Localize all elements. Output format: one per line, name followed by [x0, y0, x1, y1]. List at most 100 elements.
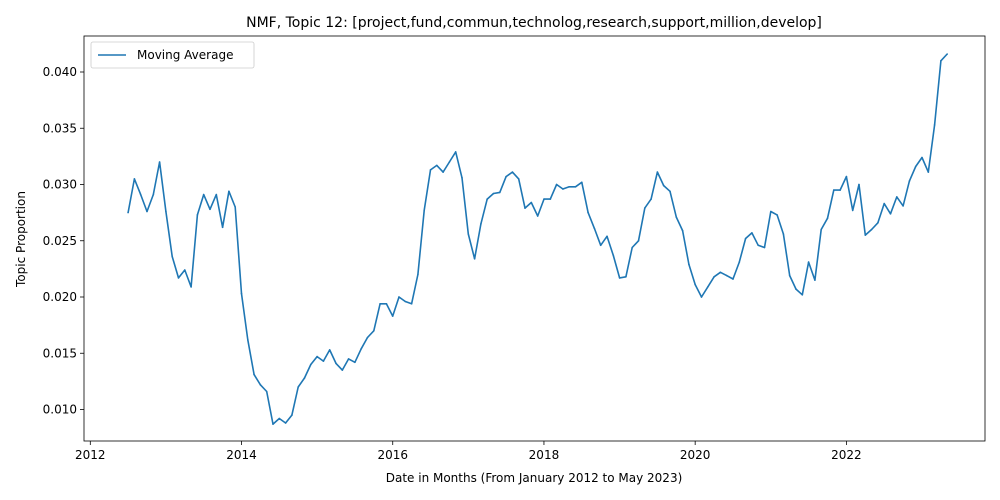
- series-point: [297, 386, 300, 388]
- y-tick-label: 0.015: [43, 346, 77, 360]
- series-point: [744, 237, 747, 240]
- x-tick-label: 2014: [226, 448, 257, 462]
- series-point: [247, 339, 249, 341]
- series-point: [902, 205, 904, 207]
- series-point: [896, 196, 898, 198]
- series-point: [536, 215, 539, 217]
- series-point: [410, 303, 413, 305]
- series-point: [373, 330, 375, 332]
- series-point: [448, 161, 451, 163]
- x-tick-label: 2018: [529, 448, 560, 462]
- series-point: [524, 207, 526, 209]
- series-point: [606, 235, 608, 238]
- series-point: [795, 288, 797, 290]
- y-tick-label: 0.010: [43, 403, 77, 417]
- series-point: [177, 277, 180, 279]
- series-point: [215, 193, 218, 196]
- series-point: [858, 183, 860, 186]
- series-point: [562, 188, 564, 190]
- series-point: [675, 216, 678, 218]
- series-point: [127, 211, 129, 214]
- series-point: [669, 190, 671, 193]
- y-tick-label: 0.020: [43, 290, 77, 304]
- series-point: [662, 184, 665, 187]
- series-point: [801, 294, 804, 296]
- series-point: [738, 261, 741, 263]
- series-point: [700, 296, 703, 298]
- series-point: [870, 228, 873, 231]
- series-point: [366, 336, 369, 339]
- series-point: [184, 269, 186, 271]
- series-point: [599, 244, 602, 247]
- series-point: [946, 53, 948, 55]
- series-point: [543, 198, 545, 200]
- series-point: [581, 181, 583, 184]
- series-point: [763, 246, 766, 249]
- series-point: [196, 214, 199, 216]
- x-tick-label: 2020: [680, 448, 711, 462]
- series-point: [757, 244, 759, 247]
- series-point: [770, 210, 772, 213]
- series-point: [650, 198, 652, 200]
- series-point: [379, 303, 381, 305]
- series-point: [347, 358, 350, 360]
- series-point: [152, 193, 155, 196]
- series-point: [782, 233, 785, 235]
- series-point: [240, 292, 243, 295]
- series-point: [788, 274, 791, 277]
- series-point: [429, 169, 432, 171]
- series-point: [883, 202, 885, 205]
- series-point: [751, 232, 753, 234]
- series-point: [776, 214, 778, 216]
- x-axis-label: Date in Months (From January 2012 to May…: [386, 471, 683, 485]
- series-point: [354, 361, 356, 364]
- series-point: [360, 348, 363, 350]
- series-point: [593, 227, 596, 230]
- series-point: [517, 178, 520, 180]
- series-point: [637, 240, 640, 242]
- series-point: [278, 417, 281, 420]
- series-point: [221, 226, 224, 229]
- series-point: [631, 246, 633, 249]
- series-point: [511, 171, 514, 173]
- series-point: [845, 175, 848, 178]
- x-axis: 2012 2014 2016 2018 2020 2022: [75, 441, 862, 462]
- series-point: [681, 229, 684, 232]
- series-point: [272, 423, 274, 425]
- series-point: [530, 201, 533, 204]
- axes-background: [84, 36, 985, 441]
- series-point: [618, 277, 621, 279]
- series-point: [158, 161, 161, 163]
- series-point: [486, 198, 489, 200]
- chart-title: NMF, Topic 12: [project,fund,commun,tech…: [246, 15, 822, 31]
- series-point: [165, 210, 167, 213]
- y-axis-label: Topic Proportion: [14, 191, 28, 288]
- series-point: [253, 373, 255, 376]
- series-point: [284, 422, 287, 424]
- y-tick-label: 0.040: [43, 65, 77, 79]
- series-point: [480, 223, 482, 225]
- series-point: [833, 189, 835, 191]
- series-point: [322, 360, 325, 362]
- series-point: [694, 283, 696, 286]
- series-point: [209, 208, 211, 211]
- series-point: [889, 213, 892, 215]
- series-point: [133, 178, 136, 180]
- series-point: [839, 189, 841, 191]
- series-point: [914, 165, 917, 168]
- series-point: [228, 190, 230, 193]
- series-point: [417, 273, 419, 276]
- series-point: [851, 209, 854, 212]
- series-point: [713, 276, 715, 278]
- series-point: [625, 276, 627, 278]
- series-point: [732, 278, 734, 280]
- series-point: [826, 217, 829, 220]
- series-point: [461, 177, 463, 179]
- plot-area: 0.010 0.015 0.020 0.025 0.030 0.035 0.040 2012…: [43, 35, 986, 462]
- y-axis: 0.010 0.015 0.020 0.025 0.030 0.035 0.040: [43, 65, 84, 417]
- series-point: [574, 186, 577, 188]
- series-point: [385, 303, 388, 305]
- series-point: [404, 300, 407, 303]
- series-point: [473, 258, 476, 260]
- axes-frame: [83, 35, 986, 442]
